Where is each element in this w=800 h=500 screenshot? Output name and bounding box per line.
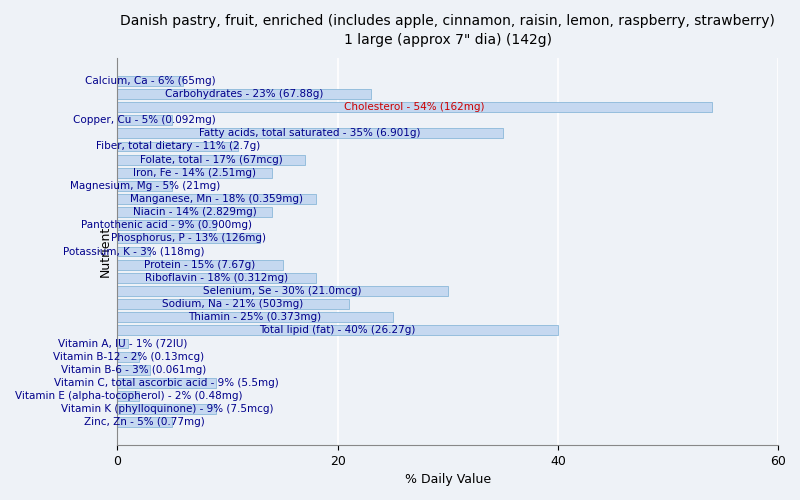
- Bar: [118, 404, 217, 414]
- Text: Vitamin E (alpha-tocopherol) - 2% (0.48mg): Vitamin E (alpha-tocopherol) - 2% (0.48m…: [14, 391, 242, 401]
- Text: Vitamin C, total ascorbic acid - 9% (5.5mg): Vitamin C, total ascorbic acid - 9% (5.5…: [54, 378, 279, 388]
- Text: Magnesium, Mg - 5% (21mg): Magnesium, Mg - 5% (21mg): [70, 181, 220, 191]
- Bar: [118, 312, 393, 322]
- Text: Selenium, Se - 30% (21.0mcg): Selenium, Se - 30% (21.0mcg): [203, 286, 362, 296]
- Bar: [118, 220, 217, 230]
- Text: Vitamin B-12 - 2% (0.13mcg): Vitamin B-12 - 2% (0.13mcg): [53, 352, 204, 362]
- X-axis label: % Daily Value: % Daily Value: [405, 473, 491, 486]
- Bar: [118, 128, 503, 138]
- Bar: [118, 352, 139, 362]
- Bar: [118, 338, 128, 348]
- Text: Thiamin - 25% (0.373mg): Thiamin - 25% (0.373mg): [189, 312, 322, 322]
- Bar: [118, 418, 172, 428]
- Text: Copper, Cu - 5% (0.092mg): Copper, Cu - 5% (0.092mg): [74, 115, 216, 125]
- Text: Vitamin A, IU - 1% (72IU): Vitamin A, IU - 1% (72IU): [58, 338, 187, 348]
- Bar: [118, 102, 712, 112]
- Text: Manganese, Mn - 18% (0.359mg): Manganese, Mn - 18% (0.359mg): [130, 194, 303, 204]
- Bar: [118, 194, 315, 204]
- Text: Vitamin B-6 - 3% (0.061mg): Vitamin B-6 - 3% (0.061mg): [62, 365, 206, 375]
- Text: Calcium, Ca - 6% (65mg): Calcium, Ca - 6% (65mg): [85, 76, 216, 86]
- Bar: [118, 246, 150, 256]
- Bar: [118, 378, 217, 388]
- Text: Folate, total - 17% (67mcg): Folate, total - 17% (67mcg): [139, 154, 282, 164]
- Text: Fiber, total dietary - 11% (2.7g): Fiber, total dietary - 11% (2.7g): [96, 142, 260, 152]
- Text: Fatty acids, total saturated - 35% (6.901g): Fatty acids, total saturated - 35% (6.90…: [199, 128, 421, 138]
- Bar: [118, 273, 315, 283]
- Bar: [118, 181, 172, 191]
- Bar: [118, 116, 172, 125]
- Bar: [118, 154, 305, 164]
- Bar: [118, 234, 261, 243]
- Text: Phosphorus, P - 13% (126mg): Phosphorus, P - 13% (126mg): [111, 234, 266, 243]
- Bar: [118, 286, 448, 296]
- Text: Iron, Fe - 14% (2.51mg): Iron, Fe - 14% (2.51mg): [133, 168, 256, 177]
- Bar: [118, 168, 271, 177]
- Text: Vitamin K (phylloquinone) - 9% (7.5mcg): Vitamin K (phylloquinone) - 9% (7.5mcg): [61, 404, 273, 414]
- Y-axis label: Nutrient: Nutrient: [98, 226, 112, 277]
- Text: Pantothenic acid - 9% (0.900mg): Pantothenic acid - 9% (0.900mg): [82, 220, 252, 230]
- Bar: [118, 326, 558, 336]
- Bar: [118, 89, 370, 99]
- Title: Danish pastry, fruit, enriched (includes apple, cinnamon, raisin, lemon, raspber: Danish pastry, fruit, enriched (includes…: [120, 14, 775, 48]
- Bar: [118, 365, 150, 374]
- Bar: [118, 391, 139, 401]
- Text: Protein - 15% (7.67g): Protein - 15% (7.67g): [144, 260, 255, 270]
- Text: Sodium, Na - 21% (503mg): Sodium, Na - 21% (503mg): [162, 299, 303, 309]
- Bar: [118, 142, 238, 152]
- Text: Total lipid (fat) - 40% (26.27g): Total lipid (fat) - 40% (26.27g): [259, 326, 416, 336]
- Text: Carbohydrates - 23% (67.88g): Carbohydrates - 23% (67.88g): [165, 89, 323, 99]
- Text: Cholesterol - 54% (162mg): Cholesterol - 54% (162mg): [345, 102, 485, 112]
- Text: Zinc, Zn - 5% (0.77mg): Zinc, Zn - 5% (0.77mg): [85, 418, 206, 428]
- Bar: [118, 260, 282, 270]
- Bar: [118, 207, 271, 217]
- Text: Niacin - 14% (2.829mg): Niacin - 14% (2.829mg): [133, 207, 256, 217]
- Bar: [118, 76, 183, 86]
- Bar: [118, 299, 349, 309]
- Text: Potassium, K - 3% (118mg): Potassium, K - 3% (118mg): [63, 246, 205, 256]
- Text: Riboflavin - 18% (0.312mg): Riboflavin - 18% (0.312mg): [145, 273, 288, 283]
